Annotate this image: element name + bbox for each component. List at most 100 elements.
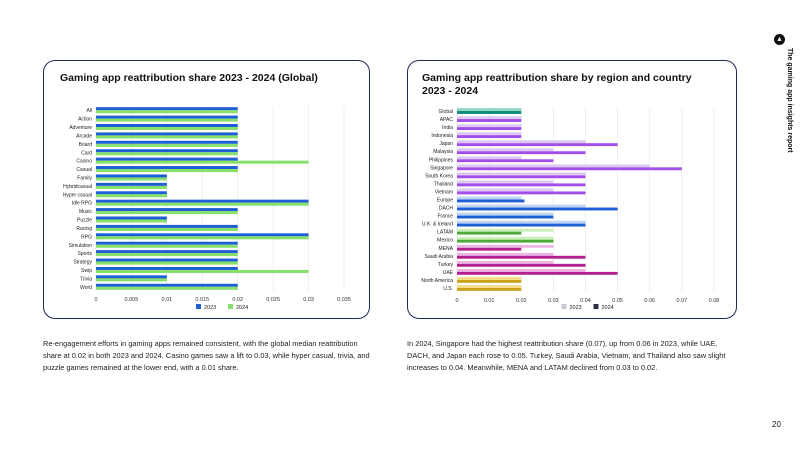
x-tick-label: 0.025 (266, 297, 280, 303)
bar-2024 (96, 194, 167, 198)
bar-2023 (457, 252, 554, 256)
bar-2023 (96, 107, 238, 111)
category-label: Vietnam (435, 189, 453, 195)
category-label: U.K. & Ireland (422, 222, 453, 228)
bar-2023 (96, 216, 167, 220)
category-label: Sports (78, 251, 93, 257)
category-label: Hybridcasual (63, 184, 92, 190)
bar-2023 (457, 236, 554, 240)
bar-2024 (96, 227, 238, 231)
bar-2024 (96, 261, 238, 265)
bar-2024 (457, 271, 618, 275)
category-label: Europe (437, 198, 453, 204)
bar-2023 (96, 275, 167, 279)
category-label: Casual (76, 167, 92, 173)
bar-2024 (457, 279, 522, 283)
category-label: India (442, 125, 453, 131)
bar-2024 (96, 202, 309, 206)
category-label: Card (81, 150, 92, 156)
bar-2023 (96, 166, 238, 170)
bar-2023 (457, 285, 522, 288)
bar-2023 (96, 115, 238, 119)
bar-2023 (457, 268, 586, 272)
legend-label: 2023 (570, 305, 582, 311)
bar-2023 (457, 204, 586, 208)
bar-2024 (457, 263, 586, 267)
category-label: Idle RPG (72, 201, 92, 207)
bar-2024 (96, 211, 238, 215)
bar-2024 (457, 255, 586, 259)
bar-2024 (96, 135, 238, 139)
x-tick-label: 0 (94, 297, 97, 303)
bar-2023 (96, 149, 238, 153)
category-label: Board (79, 142, 93, 148)
bar-2023 (457, 188, 554, 192)
x-tick-label: 0 (455, 298, 458, 304)
legend-swatch (196, 304, 201, 309)
bar-2023 (96, 250, 238, 254)
chart-title: Gaming app reattribution share by region… (422, 72, 722, 98)
category-label: Mexico (437, 238, 453, 244)
bar-2024 (457, 247, 522, 251)
legend-label: 2024 (236, 305, 248, 311)
category-label: Swip (81, 268, 92, 274)
category-label: UAE (443, 270, 454, 276)
global-reattribution-chart: 0 0.005 0.01 0.015 0.02 0.025 0.03 0.035 All Acti… (63, 106, 351, 311)
bar-2024 (457, 183, 586, 187)
category-label: France (437, 214, 453, 220)
bar-2023 (457, 196, 522, 200)
category-label: Casino (76, 159, 92, 165)
bar-2024 (457, 119, 522, 122)
bar-2023 (457, 116, 522, 120)
global-chart-card: Gaming app reattribution share 2023 - 20… (43, 60, 370, 319)
category-label: DACH (439, 206, 454, 212)
bar-2023 (457, 156, 522, 160)
bar-2024 (96, 244, 238, 248)
bar-2024 (96, 253, 238, 257)
x-tick-label: 0.07 (677, 298, 688, 304)
legend-label: 2023 (204, 305, 216, 311)
bar-2023 (457, 164, 650, 168)
category-label: Japan (439, 141, 453, 147)
bar-2024 (457, 159, 554, 163)
x-tick-label: 0.03 (303, 297, 314, 303)
category-label: Thailand (434, 181, 453, 187)
chart-title-line-2: 2023 - 2024 (422, 85, 479, 97)
x-tick-label: 0.01 (484, 298, 495, 304)
x-tick-label: 0.02 (232, 297, 243, 303)
category-label: Family (77, 175, 92, 181)
category-label: Racing (76, 226, 92, 232)
bar-2024 (96, 278, 167, 282)
chart-title: Gaming app reattribution share 2023 - 20… (60, 72, 318, 84)
bar-2023 (457, 132, 522, 136)
chart-title-line-1: Gaming app reattribution share by region… (422, 72, 692, 84)
bar-2023 (457, 124, 522, 128)
bar-2024 (457, 135, 522, 139)
bar-2024 (96, 286, 238, 290)
region-chart-card: Gaming app reattribution share by region… (407, 60, 737, 319)
bar-2024 (457, 167, 682, 171)
bar-2024 (457, 287, 522, 291)
bar-2024 (96, 160, 309, 164)
legend-swatch (561, 304, 567, 309)
bar-2023 (96, 199, 309, 203)
bar-2023 (96, 157, 238, 161)
category-label: Malaysia (433, 149, 453, 155)
category-label: Action (78, 117, 92, 123)
bar-2023 (96, 123, 238, 128)
bar-2023 (457, 260, 554, 264)
bar-2023 (457, 244, 554, 248)
legend-swatch (228, 304, 233, 309)
bar-2023 (457, 148, 554, 152)
category-label: Saudi Arabia (425, 254, 454, 260)
region-chart-caption: In 2024, Singapore had the highest reatt… (407, 339, 726, 372)
bar-2023 (457, 172, 586, 176)
category-label: Strategy (73, 260, 92, 266)
category-label: LATAM (437, 230, 453, 236)
bar-2023 (457, 228, 554, 232)
bar-2023 (96, 241, 238, 245)
bar-2023 (457, 220, 586, 224)
x-tick-label: 0.06 (644, 298, 655, 304)
category-label: Music (79, 209, 93, 215)
category-label: U.S. (443, 286, 453, 292)
